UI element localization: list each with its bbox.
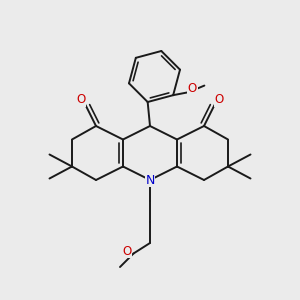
Text: O: O bbox=[188, 82, 197, 95]
Text: O: O bbox=[76, 93, 85, 106]
Text: O: O bbox=[122, 244, 131, 258]
Text: N: N bbox=[145, 173, 155, 187]
Text: O: O bbox=[214, 93, 224, 106]
